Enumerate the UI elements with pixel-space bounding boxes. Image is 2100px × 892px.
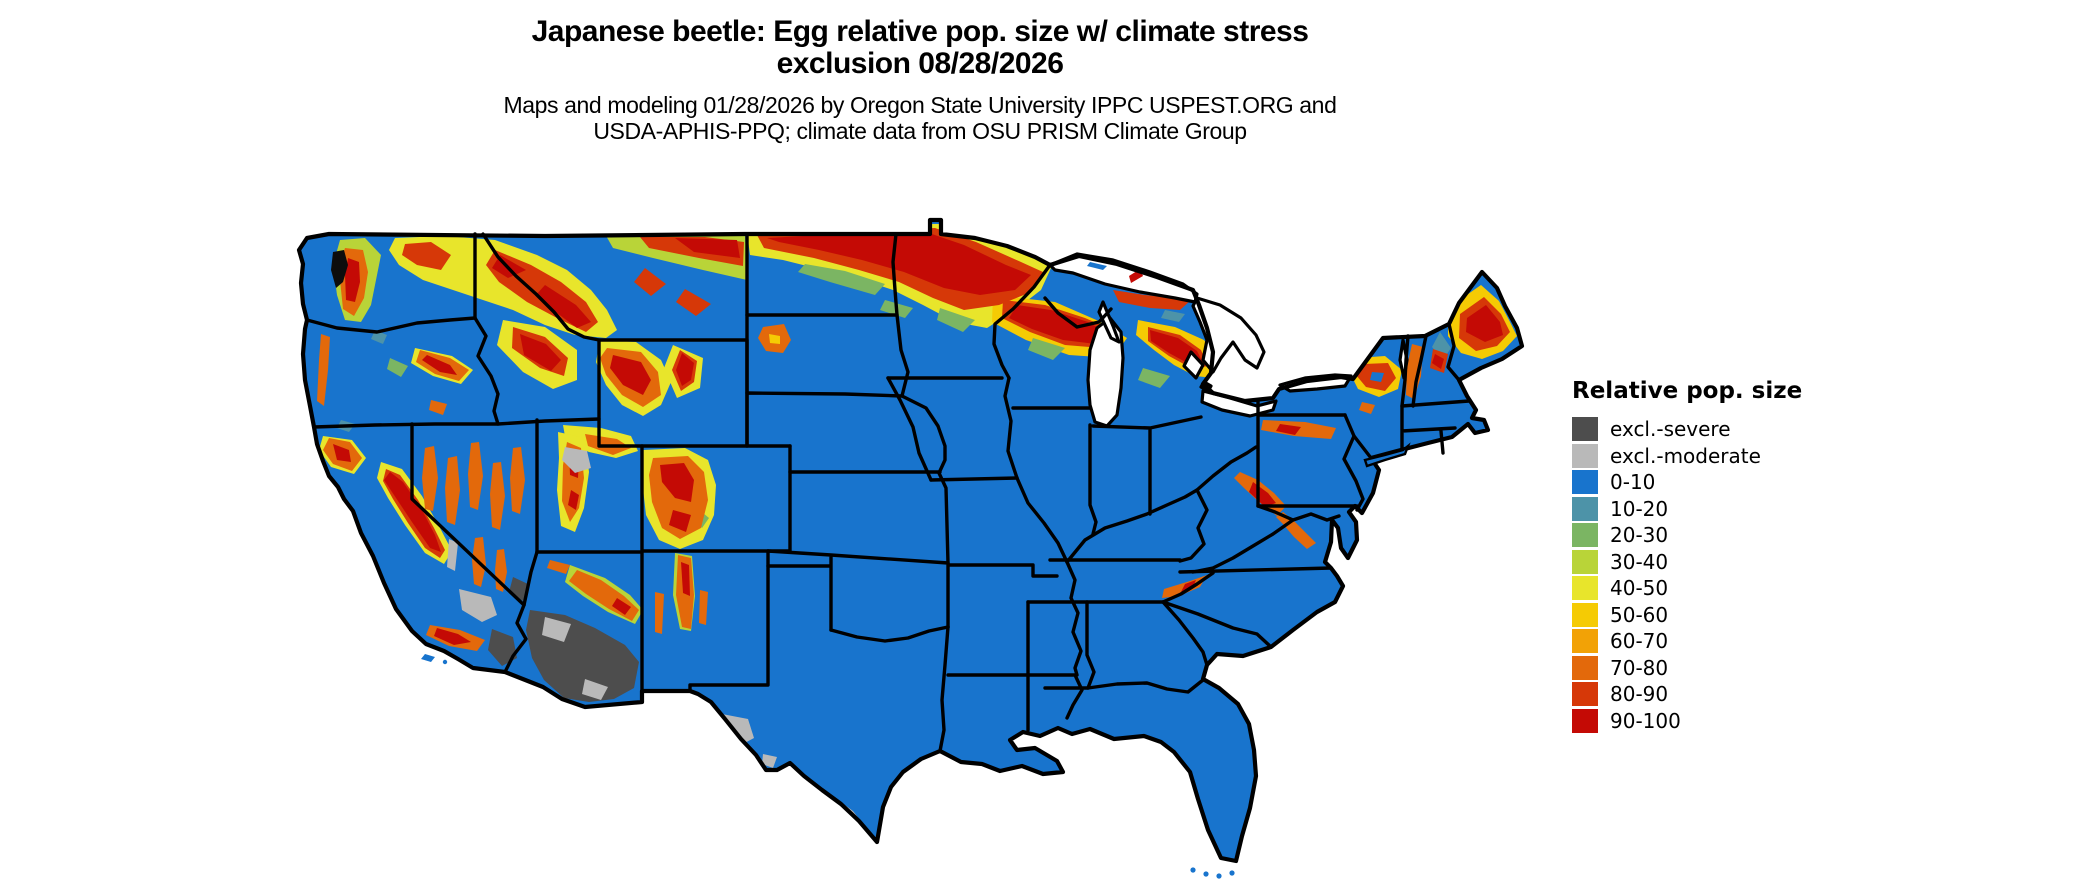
legend-label: 30-40 <box>1610 549 1669 574</box>
legend-item: excl.-severe <box>1572 417 1802 441</box>
legend-swatch <box>1572 443 1598 468</box>
legend-title: Relative pop. size <box>1572 378 1803 404</box>
legend-swatch <box>1572 523 1598 547</box>
legend-items: excl.-severe excl.-moderate 0-10 10-20 2… <box>1572 417 1802 733</box>
legend-label: 80-90 <box>1610 682 1669 706</box>
legend-item: 80-90 <box>1572 682 1802 706</box>
legend-item: 40-50 <box>1572 576 1802 600</box>
legend-swatch <box>1572 682 1598 706</box>
legend-item: 70-80 <box>1572 655 1802 680</box>
legend-swatch <box>1572 602 1598 627</box>
legend-swatch <box>1572 629 1598 653</box>
raster-hotspots <box>317 224 1517 651</box>
legend-swatch <box>1572 655 1598 680</box>
credits-line-1: Maps and modeling 01/28/2026 by Oregon S… <box>503 92 1337 118</box>
legend-label: 0-10 <box>1610 470 1656 494</box>
legend-label: excl.-moderate <box>1610 443 1761 468</box>
credits-line-2: USDA-APHIS-PPQ; climate data from OSU PR… <box>593 118 1247 144</box>
legend: Relative pop. size excl.-severe excl.-mo… <box>1572 378 1802 733</box>
legend-item: excl.-moderate <box>1572 443 1802 468</box>
legend-label: 40-50 <box>1610 576 1669 600</box>
legend-item: 60-70 <box>1572 629 1802 653</box>
us-map <box>296 217 1525 879</box>
legend-label: 50-60 <box>1610 602 1669 627</box>
legend-item: 20-30 <box>1572 523 1802 547</box>
state-borders <box>305 232 1471 753</box>
legend-swatch <box>1572 708 1598 733</box>
legend-label: 90-100 <box>1610 708 1681 733</box>
legend-item: 90-100 <box>1572 708 1802 733</box>
legend-swatch <box>1572 470 1598 494</box>
title-line-2: exclusion 08/28/2026 <box>776 47 1064 80</box>
islands <box>421 442 1411 879</box>
credits: Maps and modeling 01/28/2026 by Oregon S… <box>340 92 1500 144</box>
legend-label: 10-20 <box>1610 496 1669 521</box>
isle-royale <box>1087 262 1107 270</box>
legend-swatch <box>1572 496 1598 521</box>
lake-michigan <box>1086 316 1125 428</box>
legend-swatch <box>1572 576 1598 600</box>
legend-item: 30-40 <box>1572 549 1802 574</box>
legend-item: 0-10 <box>1572 470 1802 494</box>
legend-swatch <box>1572 417 1598 441</box>
green-bay <box>1097 300 1121 344</box>
legend-label: 20-30 <box>1610 523 1669 547</box>
title-line-1: Japanese beetle: Egg relative pop. size … <box>531 15 1309 48</box>
legend-item: 10-20 <box>1572 496 1802 521</box>
page-title: Japanese beetle: Egg relative pop. size … <box>340 16 1500 80</box>
legend-label: 70-80 <box>1610 655 1669 680</box>
lake-huron <box>1191 296 1266 374</box>
saginaw-bay <box>1182 350 1205 380</box>
legend-swatch <box>1572 549 1598 574</box>
legend-label: excl.-severe <box>1610 417 1731 441</box>
legend-label: 60-70 <box>1610 629 1669 653</box>
legend-item: 50-60 <box>1572 602 1802 627</box>
